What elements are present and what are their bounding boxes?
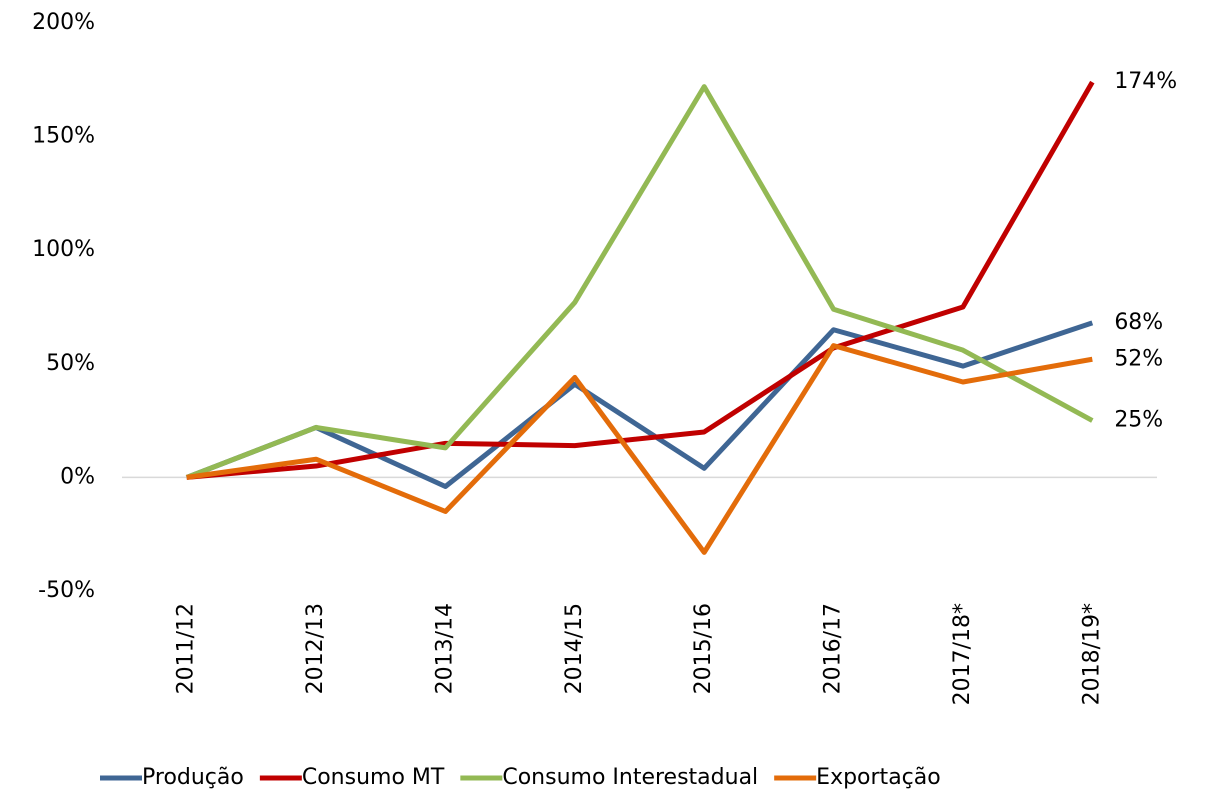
series-line: [186, 343, 1093, 555]
legend-label: Consumo MT: [302, 765, 445, 790]
data-label: 174%: [1114, 69, 1177, 94]
legend-label: Consumo Interestadual: [502, 765, 758, 790]
x-tick-label: 2014/15: [562, 603, 587, 694]
x-tick-label: 2018/19*: [1079, 603, 1104, 705]
x-tick-label: 2017/18*: [950, 603, 975, 705]
y-tick-label: 150%: [32, 124, 95, 149]
y-tick-label: 200%: [32, 10, 95, 35]
y-tick-label: 50%: [46, 351, 95, 376]
y-tick-label: 100%: [32, 237, 95, 262]
data-label: 25%: [1114, 408, 1163, 433]
y-tick-label: -50%: [38, 578, 95, 603]
y-tick-label: 0%: [60, 464, 95, 489]
series-line: [185, 320, 1094, 489]
legend-label: Exportação: [816, 765, 941, 790]
x-tick-label: 2013/14: [432, 603, 457, 694]
x-tick-label: 2011/12: [174, 603, 199, 694]
series-line: [185, 84, 1094, 480]
series-line: [186, 80, 1095, 480]
legend-label: Produção: [142, 765, 244, 790]
x-tick-label: 2016/17: [821, 603, 846, 694]
x-tick-label: 2015/16: [691, 603, 716, 694]
x-tick-label: 2012/13: [303, 603, 328, 694]
data-label: 52%: [1114, 346, 1163, 371]
data-label: 68%: [1114, 310, 1163, 335]
